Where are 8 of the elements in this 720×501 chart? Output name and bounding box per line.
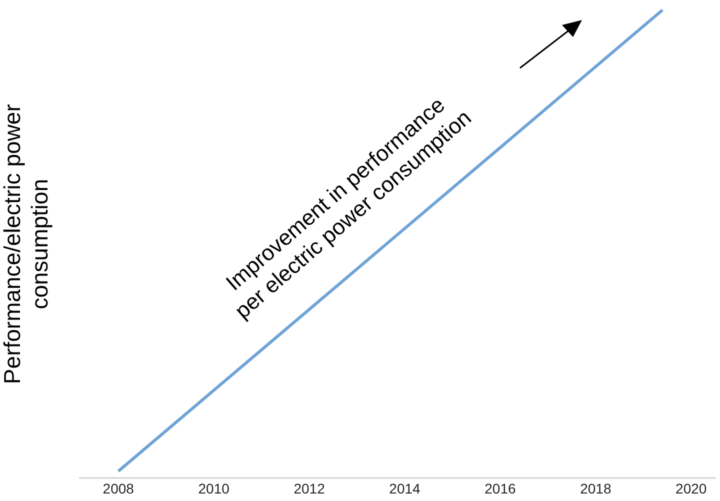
y-axis-title: Performance/electric power consumption xyxy=(0,104,53,384)
x-tick-label: 2014 xyxy=(389,480,421,496)
x-tick-label: 2008 xyxy=(102,480,134,496)
x-tick-label: 2018 xyxy=(580,480,612,496)
x-tick-label: 2012 xyxy=(294,480,326,496)
x-tick-label: 2010 xyxy=(198,480,230,496)
x-tick-label: 2016 xyxy=(484,480,516,496)
x-tick-label: 2020 xyxy=(676,480,707,496)
